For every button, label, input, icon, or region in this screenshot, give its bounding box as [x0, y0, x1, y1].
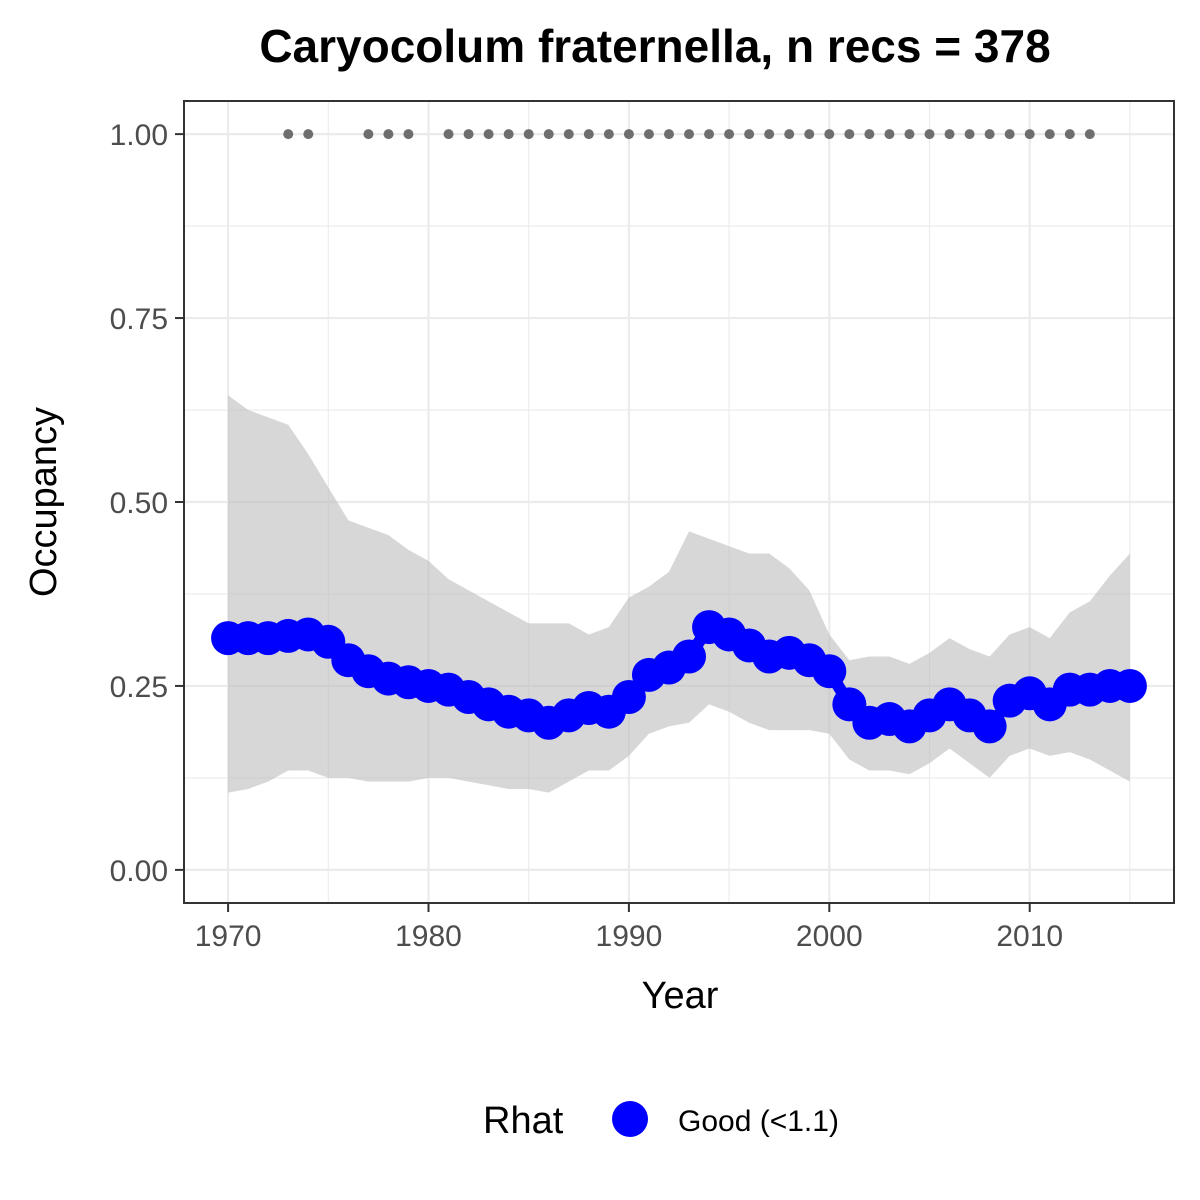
- record-point: [684, 129, 695, 140]
- record-point: [603, 129, 614, 140]
- y-tick-label: 0.25: [110, 671, 168, 704]
- record-point: [844, 129, 855, 140]
- record-point: [463, 129, 474, 140]
- axes: 0.00 0.25 0.50 0.75 1.00 1970 1980 1990 2000 2010: [110, 119, 1063, 953]
- record-point: [663, 129, 674, 140]
- record-point: [724, 129, 735, 140]
- record-point: [543, 129, 554, 140]
- record-point: [984, 129, 995, 140]
- record-point: [303, 129, 314, 140]
- y-tick-label: 1.00: [110, 119, 168, 152]
- record-point: [944, 129, 955, 140]
- record-point: [784, 129, 795, 140]
- record-point: [1004, 129, 1015, 140]
- x-tick-label: 1990: [596, 920, 663, 953]
- legend-label: Good (<1.1): [678, 1105, 839, 1138]
- record-point: [764, 129, 775, 140]
- record-point: [563, 129, 574, 140]
- record-point: [383, 129, 394, 140]
- occupancy-point: [812, 654, 847, 689]
- record-points-layer: [283, 129, 1095, 140]
- y-axis-title: Occupancy: [23, 407, 65, 597]
- record-point: [1084, 129, 1095, 140]
- x-tick-label: 1980: [395, 920, 462, 953]
- record-point: [523, 129, 534, 140]
- record-point: [1024, 129, 1035, 140]
- occupancy-point: [1112, 668, 1147, 703]
- legend: Rhat Good (<1.1): [483, 1100, 839, 1142]
- x-tick-label: 1970: [195, 920, 262, 953]
- occupancy-series-layer: [211, 610, 1147, 744]
- record-point: [1064, 129, 1075, 140]
- record-point: [864, 129, 875, 140]
- record-point: [884, 129, 895, 140]
- occupancy-point: [611, 679, 646, 714]
- y-tick-label: 0.75: [110, 303, 168, 336]
- record-point: [403, 129, 414, 140]
- x-tick-label: 2000: [796, 920, 863, 953]
- record-point: [643, 129, 654, 140]
- record-point: [443, 129, 454, 140]
- record-point: [623, 129, 634, 140]
- legend-key-circle: [612, 1101, 648, 1137]
- record-point: [804, 129, 815, 140]
- occupancy-point: [672, 639, 707, 674]
- record-point: [363, 129, 374, 140]
- legend-title: Rhat: [483, 1100, 564, 1142]
- record-point: [503, 129, 514, 140]
- occupancy-point: [972, 709, 1007, 744]
- record-point: [924, 129, 935, 140]
- chart-title: Caryocolum fraternella, n recs = 378: [259, 20, 1050, 72]
- record-point: [824, 129, 835, 140]
- y-tick-label: 0.00: [110, 855, 168, 888]
- x-tick-label: 2010: [996, 920, 1063, 953]
- y-tick-label: 0.50: [110, 487, 168, 520]
- record-point: [704, 129, 715, 140]
- record-point: [964, 129, 975, 140]
- record-point: [283, 129, 294, 140]
- record-point: [904, 129, 915, 140]
- record-point: [744, 129, 755, 140]
- record-point: [583, 129, 594, 140]
- record-point: [1044, 129, 1055, 140]
- record-point: [483, 129, 494, 140]
- x-axis-title: Year: [642, 975, 719, 1017]
